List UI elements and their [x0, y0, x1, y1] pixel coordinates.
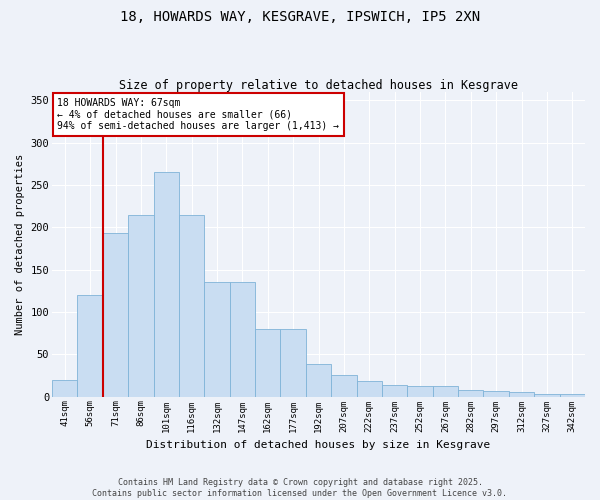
Bar	[52, 380, 77, 396]
Bar	[103, 234, 128, 396]
Bar	[255, 329, 280, 396]
Bar	[509, 392, 534, 396]
Bar	[356, 382, 382, 396]
Bar	[382, 385, 407, 396]
Bar	[230, 282, 255, 397]
Bar	[331, 376, 356, 396]
Title: Size of property relative to detached houses in Kesgrave: Size of property relative to detached ho…	[119, 79, 518, 92]
Y-axis label: Number of detached properties: Number of detached properties	[15, 154, 25, 335]
Bar	[306, 364, 331, 396]
Bar	[280, 329, 306, 396]
Bar	[560, 394, 585, 396]
Bar	[534, 394, 560, 396]
Text: 18, HOWARDS WAY, KESGRAVE, IPSWICH, IP5 2XN: 18, HOWARDS WAY, KESGRAVE, IPSWICH, IP5 …	[120, 10, 480, 24]
Bar	[128, 214, 154, 396]
Bar	[458, 390, 484, 396]
Bar	[484, 390, 509, 396]
Bar	[433, 386, 458, 396]
Bar	[205, 282, 230, 397]
Bar	[154, 172, 179, 396]
Text: Contains HM Land Registry data © Crown copyright and database right 2025.
Contai: Contains HM Land Registry data © Crown c…	[92, 478, 508, 498]
Text: 18 HOWARDS WAY: 67sqm
← 4% of detached houses are smaller (66)
94% of semi-detac: 18 HOWARDS WAY: 67sqm ← 4% of detached h…	[58, 98, 340, 132]
Bar	[77, 295, 103, 396]
X-axis label: Distribution of detached houses by size in Kesgrave: Distribution of detached houses by size …	[146, 440, 491, 450]
Bar	[407, 386, 433, 396]
Bar	[179, 214, 205, 396]
